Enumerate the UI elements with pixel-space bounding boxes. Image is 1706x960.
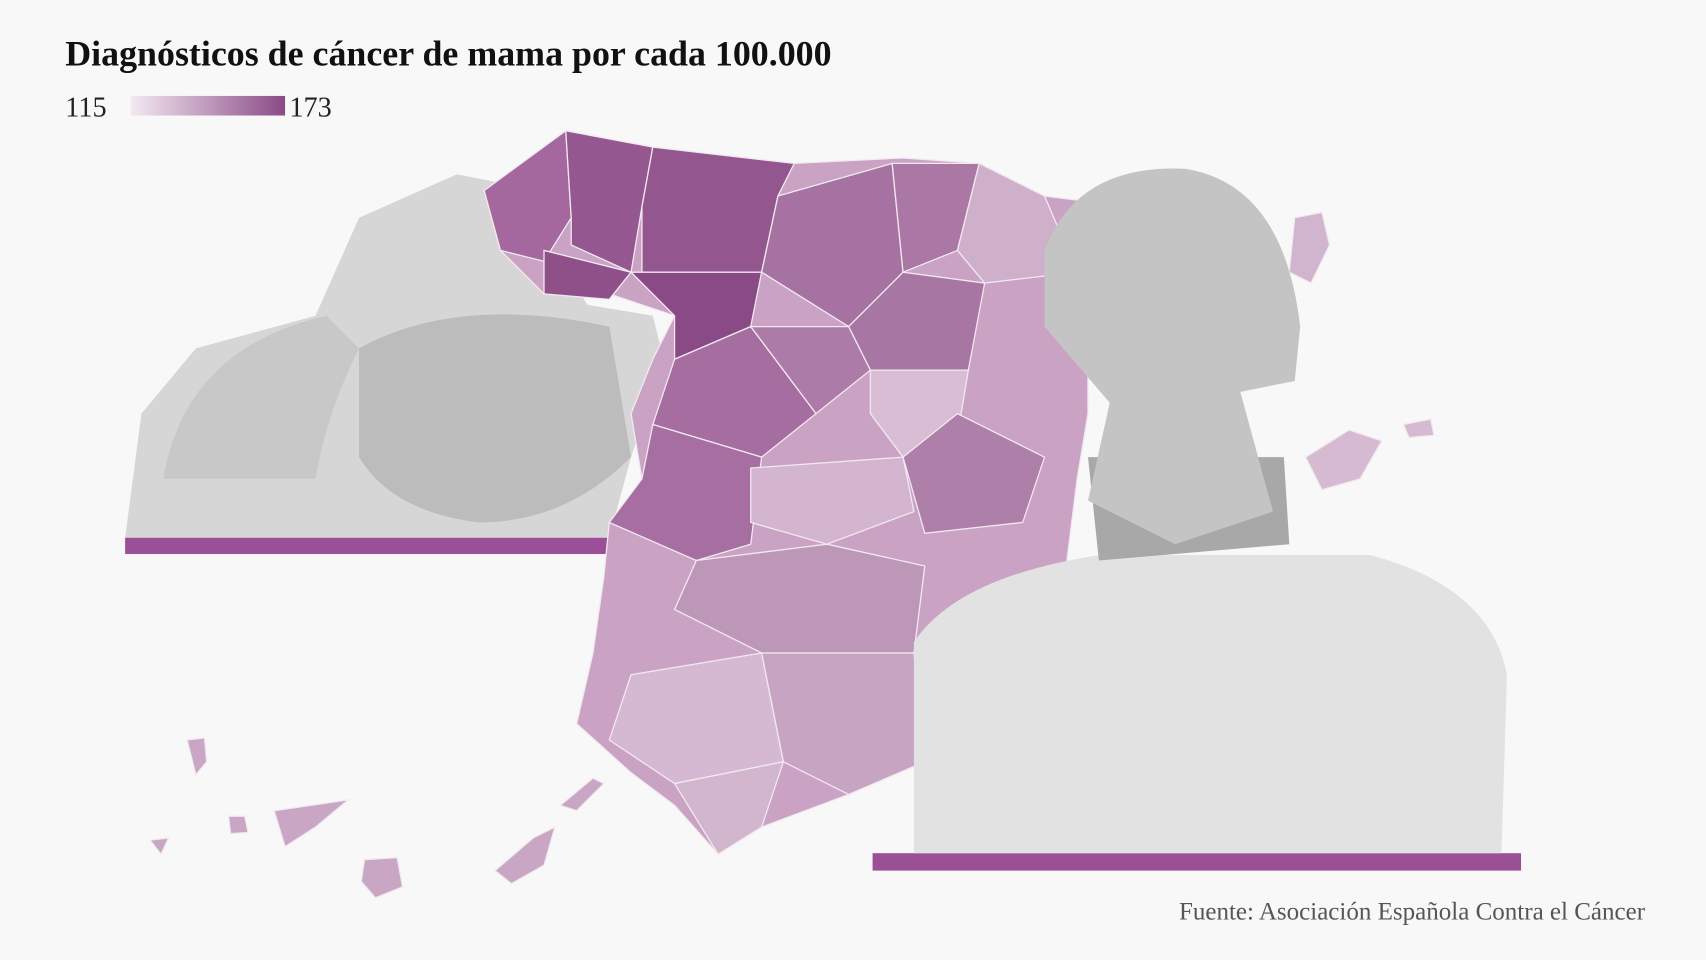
province bbox=[1288, 211, 1331, 284]
legend-max: 173 bbox=[289, 93, 331, 124]
accent-bar bbox=[125, 537, 615, 554]
shirt bbox=[913, 555, 1507, 854]
hand bbox=[163, 315, 360, 479]
source: Fuente: Asociación Española Contra el Cá… bbox=[1179, 899, 1646, 926]
province bbox=[543, 249, 633, 301]
title: Diagnósticos de cáncer de mama por cada … bbox=[65, 33, 831, 73]
province bbox=[760, 652, 926, 796]
province bbox=[902, 412, 1046, 535]
accent-bar bbox=[872, 853, 1522, 871]
legend-gradient bbox=[130, 95, 286, 116]
face bbox=[359, 314, 632, 523]
province bbox=[750, 456, 915, 545]
headscarf bbox=[1044, 168, 1301, 545]
islands bbox=[148, 737, 605, 899]
province bbox=[673, 760, 785, 856]
province bbox=[847, 271, 986, 371]
province bbox=[483, 129, 572, 263]
photo-right bbox=[872, 168, 1522, 871]
islands bbox=[1304, 418, 1435, 491]
legend-min: 115 bbox=[65, 93, 106, 124]
